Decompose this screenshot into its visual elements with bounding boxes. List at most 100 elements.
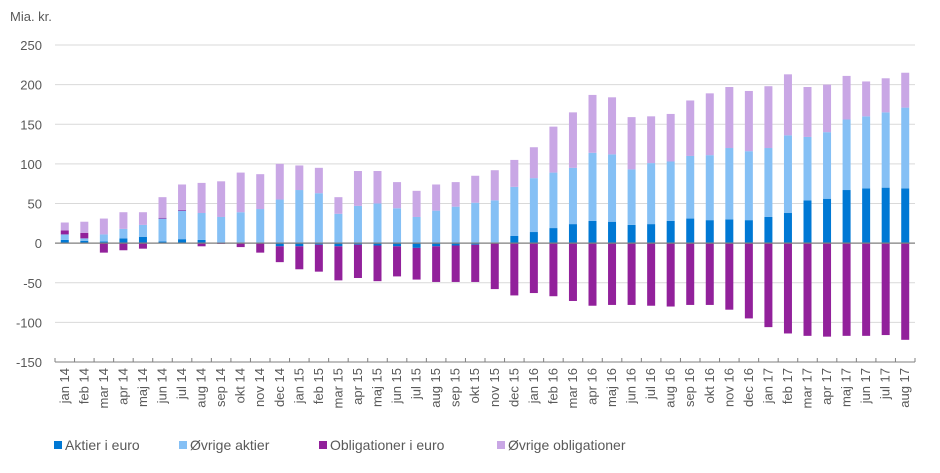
bar-segment-øvrige-obligationer — [178, 184, 187, 210]
bar-segment-øvrige-obligationer — [236, 172, 245, 213]
bar-segment-øvrige-obligationer — [60, 222, 69, 231]
bar-segment-obligationer-i-euro — [783, 243, 792, 334]
bar-segment-obligationer-i-euro — [80, 232, 89, 239]
bar-segment-aktier-i-euro — [568, 224, 577, 244]
bar-segment-obligationer-i-euro — [334, 246, 343, 281]
bar-segment-øvrige-obligationer — [158, 197, 167, 218]
bar-segment-øvrige-aktier — [510, 186, 519, 236]
bar-segment-obligationer-i-euro — [588, 243, 597, 306]
bar-segment-aktier-i-euro — [901, 188, 910, 244]
bar-segment-øvrige-aktier — [275, 199, 284, 244]
bar-segment-obligationer-i-euro — [529, 243, 538, 294]
bar-segment-aktier-i-euro — [588, 220, 597, 244]
bar-segment-øvrige-aktier — [256, 209, 265, 244]
x-axis-tick-labels: jan 14 feb 14 mar 14 apr 14 maj 14 jun 14 jul … — [57, 368, 912, 408]
bar-segment-øvrige-aktier — [490, 200, 499, 243]
bar-segment-obligationer-i-euro — [510, 243, 519, 296]
x-tick-label: feb 14 — [76, 368, 91, 404]
x-tick-label: nov 16 — [721, 368, 736, 407]
legend-swatch — [319, 441, 327, 449]
bar-segment-øvrige-obligationer — [705, 93, 714, 156]
bar-segment-øvrige-aktier — [80, 238, 89, 241]
y-tick-label: -100 — [16, 315, 42, 330]
bar-segment-øvrige-obligationer — [764, 86, 773, 149]
bar-segment-aktier-i-euro — [862, 188, 871, 244]
bar-segment-obligationer-i-euro — [119, 243, 128, 251]
bar-segment-obligationer-i-euro — [823, 243, 832, 337]
bar-segment-øvrige-aktier — [783, 135, 792, 214]
x-tick-label: jun 17 — [858, 368, 873, 404]
x-tick-label: jan 17 — [760, 368, 775, 404]
bar-segment-aktier-i-euro — [744, 220, 753, 244]
x-tick-label: dec 15 — [506, 368, 521, 407]
y-tick-label: -50 — [23, 276, 42, 291]
x-tick-label: okt 16 — [702, 368, 717, 403]
x-tick-label: jan 14 — [57, 368, 72, 404]
bar-segment-obligationer-i-euro — [432, 246, 441, 282]
bar-segment-obligationer-i-euro — [549, 243, 558, 297]
bar-segment-obligationer-i-euro — [60, 230, 69, 235]
x-tick-label: apr 15 — [350, 368, 365, 405]
bar-segment-øvrige-aktier — [881, 112, 890, 188]
bar-segment-obligationer-i-euro — [393, 246, 402, 277]
x-tick-label: jun 15 — [389, 368, 404, 404]
axes — [54, 242, 916, 363]
bar-segment-øvrige-obligationer — [412, 190, 421, 217]
bar-segment-øvrige-aktier — [158, 218, 167, 242]
bar-segment-øvrige-aktier — [529, 178, 538, 233]
bar-segment-obligationer-i-euro — [275, 246, 284, 263]
bar-segment-obligationer-i-euro — [295, 246, 304, 270]
bars — [60, 72, 910, 340]
x-tick-label: mar 15 — [330, 368, 345, 408]
y-axis-tick-labels: 250 200 150 100 50 0 -50 -100 -150 — [16, 38, 42, 370]
bar-segment-aktier-i-euro — [275, 243, 284, 247]
bar-segment-aktier-i-euro — [119, 238, 128, 244]
bar-segment-obligationer-i-euro — [725, 243, 734, 310]
bar-segment-aktier-i-euro — [138, 236, 147, 244]
y-tick-label: 150 — [20, 117, 42, 132]
bar-segment-øvrige-aktier — [178, 210, 187, 240]
x-tick-label: jan 15 — [291, 368, 306, 404]
bar-segment-øvrige-aktier — [353, 205, 362, 244]
legend-item-ovrige-obligationer: Øvrige obligationer — [497, 437, 626, 453]
bar-segment-øvrige-obligationer — [608, 97, 617, 155]
x-tick-label: nov 15 — [487, 368, 502, 407]
bar-segment-aktier-i-euro — [529, 232, 538, 244]
bar-segment-øvrige-aktier — [119, 228, 128, 239]
bar-segment-obligationer-i-euro — [666, 243, 675, 307]
bar-segment-aktier-i-euro — [393, 243, 402, 247]
x-tick-label: feb 15 — [311, 368, 326, 404]
bar-segment-øvrige-aktier — [549, 172, 558, 229]
bar-segment-aktier-i-euro — [647, 224, 656, 244]
bar-segment-øvrige-aktier — [432, 210, 441, 244]
bar-segment-øvrige-obligationer — [256, 174, 265, 210]
bar-segment-obligationer-i-euro — [314, 244, 323, 272]
bar-segment-obligationer-i-euro — [803, 243, 812, 336]
bar-segment-øvrige-aktier — [217, 216, 226, 244]
x-tick-label: aug 14 — [194, 368, 209, 408]
bar-segment-aktier-i-euro — [99, 241, 108, 244]
bar-segment-øvrige-obligationer — [783, 74, 792, 136]
bar-segment-øvrige-aktier — [686, 155, 695, 219]
bar-segment-øvrige-obligationer — [823, 84, 832, 133]
bar-segment-øvrige-obligationer — [627, 117, 636, 170]
bar-segment-øvrige-aktier — [647, 163, 656, 225]
x-tick-label: jul 16 — [643, 368, 658, 400]
bar-segment-aktier-i-euro — [549, 228, 558, 244]
x-tick-label: okt 14 — [233, 368, 248, 403]
bar-segment-aktier-i-euro — [412, 243, 421, 248]
bar-segment-øvrige-aktier — [451, 206, 460, 244]
x-tick-label: jun 14 — [155, 368, 170, 404]
legend-label: Aktier i euro — [65, 437, 140, 453]
bar-segment-øvrige-obligationer — [568, 112, 577, 168]
bar-segment-øvrige-aktier — [608, 154, 617, 222]
x-tick-label: maj 16 — [604, 368, 619, 407]
bar-segment-aktier-i-euro — [60, 239, 69, 244]
bar-segment-øvrige-aktier — [666, 161, 675, 221]
bar-segment-øvrige-obligationer — [373, 171, 382, 204]
bar-segment-øvrige-obligationer — [99, 218, 108, 235]
x-tick-label: dec 16 — [741, 368, 756, 407]
bar-segment-obligationer-i-euro — [647, 243, 656, 306]
x-tick-label: mar 14 — [96, 368, 111, 408]
